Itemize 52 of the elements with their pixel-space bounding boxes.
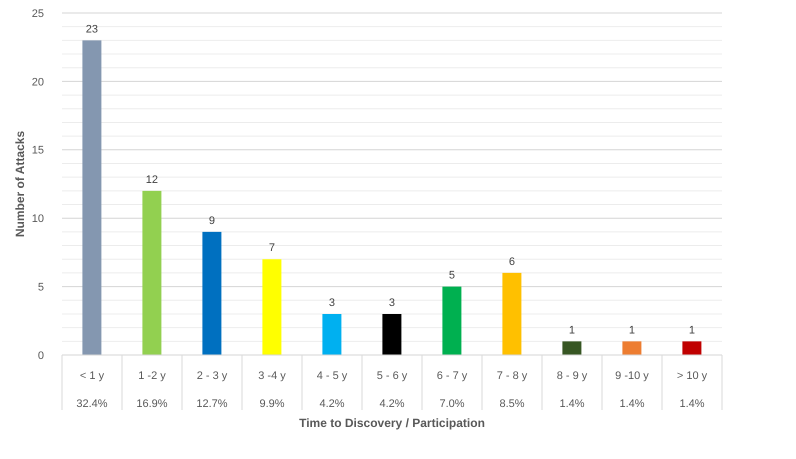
x-tick-label: < 1 y — [80, 370, 105, 382]
y-tick-label: 20 — [32, 76, 44, 88]
bar — [502, 272, 522, 355]
x-tick-label: 1 -2 y — [138, 370, 166, 382]
data-label: 6 — [508, 256, 515, 268]
bar — [322, 314, 342, 355]
bar — [382, 314, 402, 355]
text: 1.4% — [679, 398, 705, 410]
data-label: 1 — [568, 324, 575, 336]
x-tick-label: 2 - 3 y — [196, 370, 228, 382]
y-axis-title: Number of Attacks — [13, 130, 27, 238]
x-tick-label: 4 - 5 y — [316, 370, 348, 382]
text: 1.4% — [619, 398, 645, 410]
data-label: 3 — [328, 296, 335, 309]
x-tick-label: 6 - 7 y — [436, 370, 468, 382]
text: 12.7% — [196, 398, 228, 410]
text: 7.0% — [439, 398, 465, 410]
y-tick-label: 10 — [32, 213, 44, 226]
bar — [562, 341, 582, 355]
data-label: 3 — [388, 296, 395, 309]
text: 32.4% — [76, 398, 108, 410]
x-tick-label: > 10 y — [676, 370, 708, 382]
bar — [622, 341, 642, 355]
data-label: 7 — [268, 242, 275, 254]
text: 4.2% — [319, 398, 345, 410]
data-label: 12 — [146, 174, 158, 186]
x-axis-title: Time to Discovery / Participation — [299, 416, 485, 430]
x-tick-label: 8 - 9 y — [556, 370, 588, 382]
text: 8.5% — [499, 398, 525, 410]
x-tick-label: 9 -10 y — [615, 370, 650, 382]
bar — [142, 190, 162, 355]
y-tick-label: 15 — [32, 144, 44, 157]
data-label: 1 — [688, 324, 695, 336]
x-tick-label: 3 -4 y — [258, 370, 286, 382]
x-tick-label: 5 - 6 y — [376, 370, 408, 382]
data-label: 9 — [208, 214, 215, 227]
bar — [682, 341, 702, 355]
data-label: 5 — [448, 270, 455, 282]
text: 16.9% — [136, 398, 168, 410]
data-label: 23 — [86, 23, 98, 36]
bar — [442, 286, 462, 355]
text: 1.4% — [559, 398, 585, 410]
y-tick-label: 25 — [32, 8, 44, 20]
text: 9.9% — [259, 398, 285, 410]
x-tick-label: 7 - 8 y — [496, 370, 528, 382]
text: 4.2% — [379, 398, 405, 410]
data-label: 1 — [628, 324, 635, 336]
bar — [262, 259, 282, 355]
y-tick-label: 5 — [38, 282, 44, 294]
y-tick-label: 0 — [38, 350, 44, 362]
bar — [202, 232, 222, 355]
bar — [82, 40, 102, 355]
